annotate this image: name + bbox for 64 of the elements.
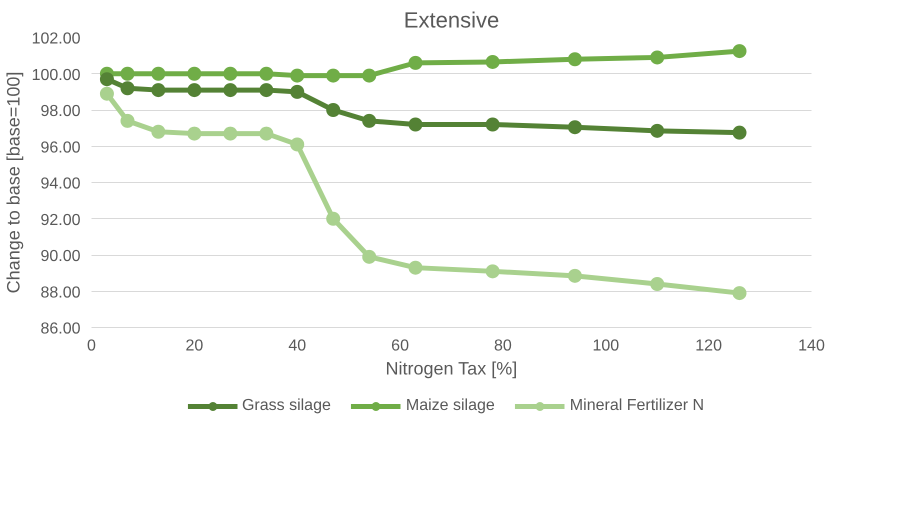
point	[568, 268, 582, 283]
x-tick-label: 40	[288, 338, 306, 354]
point	[100, 72, 114, 86]
point	[259, 66, 274, 81]
point	[290, 137, 304, 152]
x-tick-label: 120	[695, 338, 722, 354]
point	[326, 68, 340, 83]
point	[187, 83, 202, 98]
point	[408, 260, 422, 275]
point	[568, 52, 582, 66]
point	[486, 118, 500, 132]
point	[259, 126, 274, 141]
point	[187, 66, 202, 81]
y-tick-label: 94.00	[40, 176, 81, 192]
point	[259, 83, 274, 98]
legend-label: Maize silage	[406, 397, 495, 415]
x-tick-label: 0	[87, 338, 96, 354]
point	[151, 66, 166, 81]
point	[120, 81, 134, 96]
point	[290, 68, 304, 83]
point	[326, 103, 340, 117]
point	[100, 86, 114, 101]
point	[732, 44, 746, 58]
point	[650, 124, 664, 138]
point	[732, 126, 746, 140]
point	[151, 124, 166, 139]
x-tick-label: 100	[592, 338, 620, 354]
x-tick-label: 20	[185, 338, 204, 354]
point	[486, 264, 500, 278]
point	[151, 83, 166, 98]
point	[486, 54, 500, 69]
point	[362, 114, 376, 128]
y-tick-label: 98.00	[40, 103, 81, 120]
point	[120, 66, 134, 81]
point	[568, 120, 582, 134]
y-tick-label: 92.00	[40, 212, 81, 229]
y-tick-label: 102.00	[32, 30, 81, 48]
point	[408, 56, 422, 70]
point	[187, 126, 202, 141]
legend-label: Grass silage	[242, 397, 331, 415]
y-tick-label: 100.00	[32, 66, 81, 84]
legend-label: Mineral Fertilizer N	[570, 397, 704, 415]
point	[362, 250, 376, 264]
point	[290, 84, 304, 99]
point	[732, 286, 746, 300]
point	[326, 212, 340, 226]
point	[223, 66, 238, 81]
y-tick-label: 86.00	[40, 320, 81, 338]
x-tick-label: 80	[494, 338, 512, 354]
point	[223, 83, 238, 98]
point	[650, 50, 664, 64]
y-axis-title: Change to base [base=100]	[4, 72, 24, 294]
point	[650, 277, 664, 291]
point	[408, 118, 422, 132]
point	[223, 126, 238, 141]
y-tick-label: 96.00	[40, 139, 81, 156]
x-tick-label: 140	[798, 338, 825, 354]
x-axis-title: Nitrogen Tax [%]	[385, 358, 518, 378]
y-tick-label: 88.00	[40, 284, 81, 302]
chart-title: Extensive	[404, 8, 500, 32]
point	[120, 114, 134, 128]
x-tick-label: 60	[391, 338, 410, 354]
y-tick-label: 90.00	[40, 248, 81, 265]
point	[362, 68, 376, 83]
